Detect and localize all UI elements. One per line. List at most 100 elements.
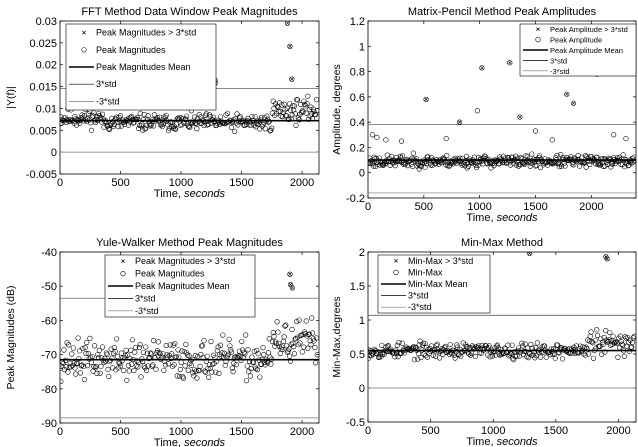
x-axis-label: Time, seconds [466,212,538,224]
x-tick-label: 1500 [229,177,253,189]
data-point [592,337,598,343]
legend: Peak Magnitudes > 3*std Peak Magnitudes Pe… [104,254,256,318]
data-point [128,113,135,120]
legend-marker-outlier [394,258,398,263]
data-point [148,351,154,357]
data-point [216,118,222,125]
x-axis-label: Time, seconds [154,188,226,200]
data-point [313,335,319,341]
data-point [286,116,292,123]
data-point [69,351,75,357]
chart-title: Matrix-Pencil Method Peak Amplitudes [408,6,597,18]
data-point [442,343,448,349]
data-point [296,317,302,323]
data-point [221,350,228,356]
data-point [588,329,594,335]
data-point [374,134,380,140]
legend-entry: Peak Magnitudes > 3*std [96,28,196,38]
data-point [206,112,213,118]
data-point [194,375,200,381]
data-point [464,344,470,350]
data-point [60,378,64,385]
data-point [521,348,527,355]
data-point [80,345,86,352]
data-point [486,343,492,349]
data-point [276,340,282,346]
data-point [534,340,540,346]
data-point [524,153,530,159]
data-point [588,153,594,160]
data-point [223,112,229,118]
data-point [568,154,574,160]
data-point [294,97,301,103]
data-point [187,360,193,367]
data-point [78,363,84,369]
data-point [125,363,132,369]
data-point [496,161,502,167]
data-point [145,363,151,369]
y-tick-label: 0.01 [36,103,57,115]
data-point [305,93,311,99]
y-tick-label: 0.015 [29,82,57,94]
data-point [602,349,608,355]
data-point [234,111,240,117]
data-point [153,366,159,372]
data-point [463,153,469,159]
data-point [623,135,629,142]
data-point [465,163,472,170]
data-point [280,346,286,353]
data-point [252,114,258,120]
data-point [239,338,245,345]
data-point [112,348,118,355]
data-point [511,357,517,363]
data-point [392,163,398,169]
data-point [581,160,587,166]
data-point [555,342,561,348]
data-point [138,374,144,380]
data-point [436,349,442,355]
data-point [148,122,154,128]
data-point [146,355,152,362]
data-point [186,124,192,130]
data-point [121,367,127,374]
data-point [269,338,276,345]
data-point [281,101,287,107]
data-point [582,153,589,159]
data-point [199,343,205,349]
data-point [610,333,616,339]
data-point [428,343,435,349]
data-point [537,354,544,360]
data-point [279,102,285,108]
data-point [182,363,188,369]
data-point [228,124,235,131]
data-point [172,126,178,132]
data-point [493,352,499,358]
data-point [74,360,80,367]
data-point [135,364,141,370]
data-point [410,150,416,156]
y-tick-label: -0.2 [346,193,365,205]
data-point [174,373,180,379]
data-point [296,117,302,123]
data-point [111,121,117,128]
data-point [554,152,560,158]
data-point [104,351,110,357]
data-point [124,377,130,383]
data-point [224,110,231,116]
x-tick-label: 500 [415,201,433,213]
data-point [539,344,545,350]
data-point [527,163,533,169]
chart-title: FFT Method Data Window Peak Magnitudes [81,6,298,18]
data-point [141,111,147,118]
data-point [82,345,88,351]
data-point [87,335,93,341]
data-point [294,334,301,340]
data-point [94,370,100,376]
y-tick-label: 0 [51,147,57,159]
data-point [268,361,274,367]
data-point [116,114,122,120]
outlier-marker [457,120,462,124]
data-point [165,361,172,367]
y-tick-label: 0.005 [29,125,57,137]
legend-entry: Peak Magnitudes Mean [135,281,230,291]
